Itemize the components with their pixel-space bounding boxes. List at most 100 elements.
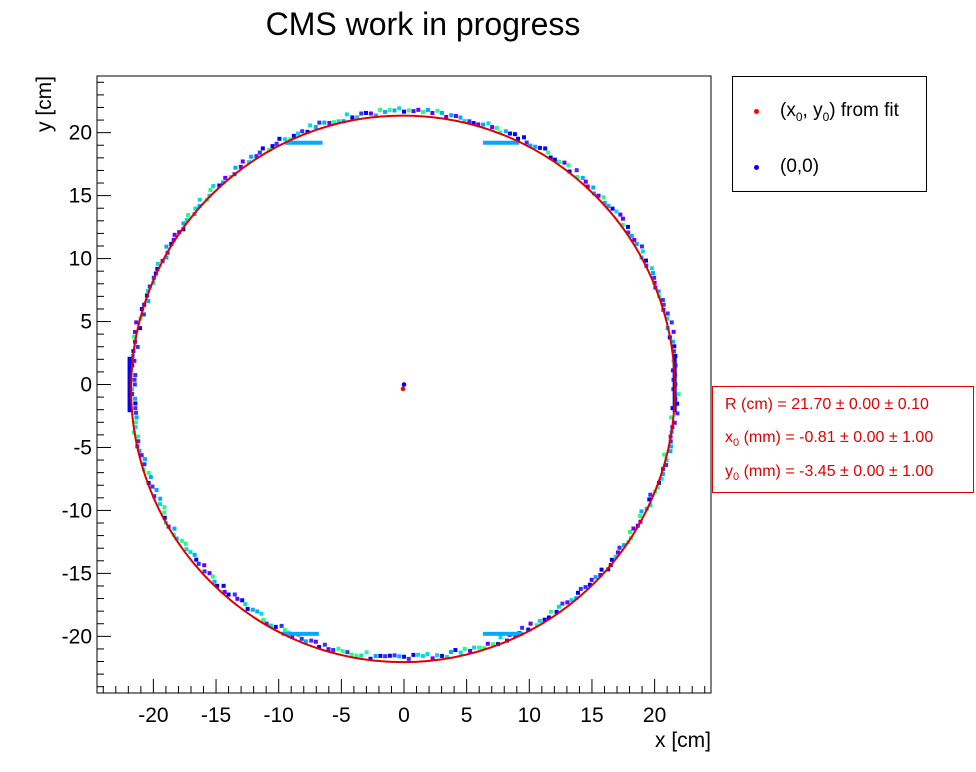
hit-pixel bbox=[593, 575, 598, 580]
hit-pixel bbox=[662, 452, 667, 457]
hit-pixel bbox=[420, 109, 425, 114]
hit-pixel bbox=[132, 382, 137, 387]
hit-pixel bbox=[197, 203, 202, 208]
hit-pixel bbox=[425, 107, 430, 112]
hit-pixel bbox=[154, 488, 159, 493]
hit-pixel bbox=[261, 617, 266, 622]
hit-pixel bbox=[629, 233, 634, 238]
hit-pixel bbox=[162, 505, 167, 510]
hit-pixel bbox=[587, 582, 592, 587]
hit-cluster bbox=[127, 356, 132, 413]
hit-pixel bbox=[274, 141, 279, 146]
hit-pixel bbox=[378, 107, 383, 112]
hit-pixel bbox=[226, 592, 231, 597]
hit-pixel bbox=[471, 121, 476, 126]
hit-pixel bbox=[332, 120, 337, 125]
hit-pixel bbox=[486, 121, 491, 126]
hit-pixel bbox=[649, 266, 654, 271]
x-tick-label: -15 bbox=[201, 704, 231, 727]
hit-pixel bbox=[317, 645, 322, 650]
fit-stats-box: R (cm) = 21.70 ± 0.00 ± 0.10 x0 (mm) = -… bbox=[712, 386, 974, 493]
hit-pixel bbox=[142, 462, 147, 467]
hit-pixel bbox=[673, 353, 678, 358]
hit-pixel bbox=[596, 193, 601, 198]
legend-label-origin: (0,0) bbox=[780, 156, 820, 177]
hit-pixel bbox=[299, 636, 304, 641]
hit-pixel bbox=[162, 515, 167, 520]
hit-pixel bbox=[420, 653, 425, 658]
chart-title: CMS work in progress bbox=[265, 6, 581, 42]
hit-pixel bbox=[444, 114, 449, 119]
hit-pixel bbox=[194, 557, 199, 562]
hit-pixel bbox=[640, 249, 645, 254]
hit-pixel bbox=[631, 526, 636, 531]
hit-pixel bbox=[591, 185, 596, 190]
hit-pixel bbox=[139, 453, 144, 458]
hit-pixel bbox=[171, 237, 176, 242]
hit-pixel bbox=[341, 119, 346, 124]
hit-pixel bbox=[425, 652, 430, 657]
hit-pixel bbox=[282, 137, 287, 142]
hit-pixel bbox=[133, 396, 138, 401]
hit-pixel bbox=[150, 484, 155, 489]
hit-pixel bbox=[660, 472, 665, 477]
legend-item-fit: (x0, y0) from fit bbox=[733, 97, 926, 127]
y-tick-label: -15 bbox=[62, 562, 92, 585]
hit-pixel bbox=[574, 168, 579, 173]
hit-pixel bbox=[130, 387, 135, 392]
hit-pixel bbox=[147, 284, 152, 289]
hit-pixel bbox=[197, 197, 202, 202]
hit-pixel bbox=[520, 625, 525, 630]
hit-pixel bbox=[660, 297, 665, 302]
x-tick-label: -5 bbox=[332, 704, 351, 727]
hit-pixel bbox=[634, 241, 639, 246]
hit-pixel bbox=[155, 266, 160, 271]
hit-pixel bbox=[647, 497, 652, 502]
hit-pixel bbox=[449, 113, 454, 118]
hit-pixel bbox=[186, 213, 191, 218]
hit-pixel bbox=[327, 121, 332, 126]
hit-pixel bbox=[238, 164, 243, 169]
legend-label-fit: (x0, y0) from fit bbox=[780, 100, 899, 124]
stat-x0: x0 (mm) = -0.81 ± 0.00 ± 1.00 bbox=[725, 429, 934, 450]
hit-pixel bbox=[255, 609, 260, 614]
hit-pixel bbox=[132, 329, 137, 334]
hit-pixel bbox=[383, 109, 388, 114]
hit-pixel bbox=[136, 439, 141, 444]
hit-pixel bbox=[638, 514, 643, 519]
fit-circle bbox=[130, 114, 676, 664]
y-tick-label: -5 bbox=[73, 436, 92, 459]
hit-pixel bbox=[524, 140, 529, 145]
hit-pixel bbox=[648, 503, 653, 508]
y-tick-label: 5 bbox=[80, 311, 92, 334]
hit-pixel bbox=[542, 617, 547, 622]
hit-pixel bbox=[192, 552, 197, 557]
hit-pixel bbox=[141, 312, 146, 317]
hit-pixel bbox=[217, 183, 222, 188]
hit-pixel bbox=[264, 621, 269, 626]
hit-pixel bbox=[133, 410, 138, 415]
hit-pixel bbox=[435, 108, 440, 113]
hit-pixel bbox=[439, 110, 444, 115]
hit-pixel bbox=[397, 106, 402, 111]
hit-pixel bbox=[336, 119, 341, 124]
hit-pixel bbox=[458, 115, 463, 120]
hit-pixel bbox=[632, 237, 637, 242]
hit-pixel bbox=[556, 604, 561, 609]
hit-pixel bbox=[516, 136, 521, 141]
hit-pixel bbox=[254, 154, 259, 159]
hit-pixel bbox=[672, 344, 677, 349]
hit-pixel bbox=[543, 146, 548, 151]
hit-pixel bbox=[184, 217, 189, 222]
hit-pixel bbox=[235, 596, 240, 601]
stat-y0: y0 (mm) = -3.45 ± 0.00 ± 1.00 bbox=[725, 463, 934, 484]
hit-pixel bbox=[589, 577, 594, 582]
hit-pixel bbox=[340, 649, 345, 654]
legend-marker-origin bbox=[754, 165, 759, 170]
hit-pixel bbox=[552, 157, 557, 162]
hit-pixel bbox=[364, 650, 369, 655]
hit-pixel bbox=[458, 650, 463, 655]
hit-pixel bbox=[554, 609, 559, 614]
hit-pixel bbox=[534, 623, 539, 628]
